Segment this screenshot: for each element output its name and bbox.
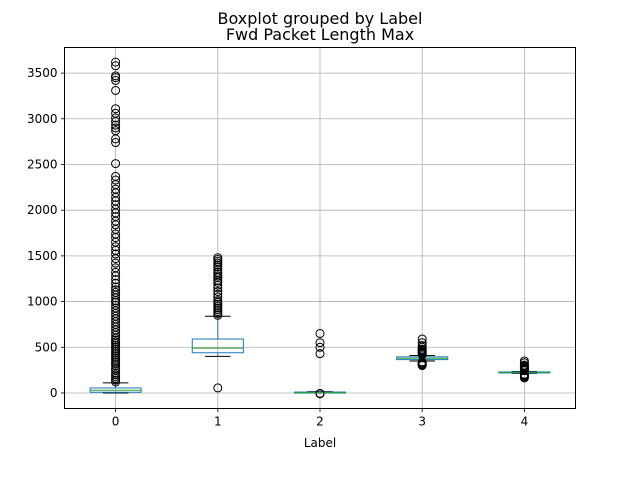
y-tick-label: 0 [50, 386, 58, 400]
tick-layer: 0 1 2 3 4 0 500 1000 1500 2000 2500 3000 3500 [27, 66, 528, 428]
outlier-point [111, 171, 121, 181]
outlier-point [315, 349, 325, 359]
box-group-2 [293, 329, 347, 399]
outlier-point [111, 287, 121, 297]
outlier-point [111, 229, 121, 239]
outlier-point [111, 175, 121, 185]
chart-suptitle: Boxplot grouped by Label [218, 9, 423, 28]
outlier-point [111, 57, 121, 67]
outlier-point [111, 120, 121, 130]
chart-title: Fwd Packet Length Max [226, 25, 414, 44]
outlier-point [315, 388, 325, 398]
outlier-point [213, 292, 223, 302]
outlier-point [213, 287, 223, 297]
outlier-point [111, 368, 121, 378]
outlier-point [315, 329, 325, 339]
y-tick-label: 500 [35, 340, 58, 354]
outlier-point [315, 338, 325, 348]
outlier-point [111, 75, 121, 85]
outlier-point [213, 280, 223, 290]
x-tick-label: 2 [316, 415, 324, 429]
outlier-point [111, 184, 121, 194]
y-tick-label: 2500 [27, 157, 58, 171]
outlier-point [111, 303, 121, 313]
outlier-point [213, 267, 223, 277]
x-tick-label: 1 [214, 415, 222, 429]
iqr-box [191, 338, 244, 354]
outlier-point [111, 159, 121, 169]
outlier-point [213, 289, 223, 299]
box-layer [89, 57, 551, 399]
box-group-1 [191, 253, 244, 393]
y-tick-label: 3500 [27, 66, 58, 80]
y-tick-label: 1000 [27, 295, 58, 309]
outlier-point [111, 85, 121, 95]
outlier-point [519, 360, 529, 370]
outlier-point [111, 300, 121, 310]
outlier-point [111, 263, 121, 273]
outlier-point [111, 126, 121, 136]
outlier-point [213, 383, 223, 393]
outlier-point [111, 61, 121, 71]
box-group-0 [89, 57, 142, 394]
x-tick-label: 4 [521, 415, 529, 429]
y-tick-label: 1500 [27, 249, 58, 263]
outlier-point [111, 267, 121, 277]
outlier-point [111, 249, 121, 259]
outlier-point [111, 242, 121, 252]
outlier-point [111, 212, 121, 222]
outlier-point [213, 296, 223, 306]
x-tick-label: 3 [418, 415, 426, 429]
outlier-point [519, 356, 529, 366]
outlier-point [111, 71, 121, 81]
plot-frame [64, 47, 576, 409]
box-group-3 [396, 334, 449, 371]
outlier-point [111, 104, 121, 114]
outlier-point [417, 334, 427, 344]
outlier-point [111, 278, 121, 288]
outlier-point [111, 123, 121, 133]
y-tick-label: 3000 [27, 112, 58, 126]
box-group-4 [498, 356, 551, 383]
outlier-point [213, 253, 223, 263]
outlier-point [417, 338, 427, 348]
outlier-point [315, 342, 325, 352]
outlier-point [111, 113, 121, 123]
outlier-point [111, 275, 121, 285]
x-tick-label: 0 [112, 415, 120, 429]
outlier-point [111, 282, 121, 292]
outlier-point [111, 138, 121, 148]
x-axis-label: Label [304, 436, 336, 450]
outlier-point [213, 283, 223, 293]
outlier-point [111, 200, 121, 210]
y-tick-label: 2000 [27, 203, 58, 217]
outlier-point [417, 340, 427, 350]
outlier-point [111, 285, 121, 295]
outlier-point [111, 108, 121, 118]
outlier-point [111, 258, 121, 268]
